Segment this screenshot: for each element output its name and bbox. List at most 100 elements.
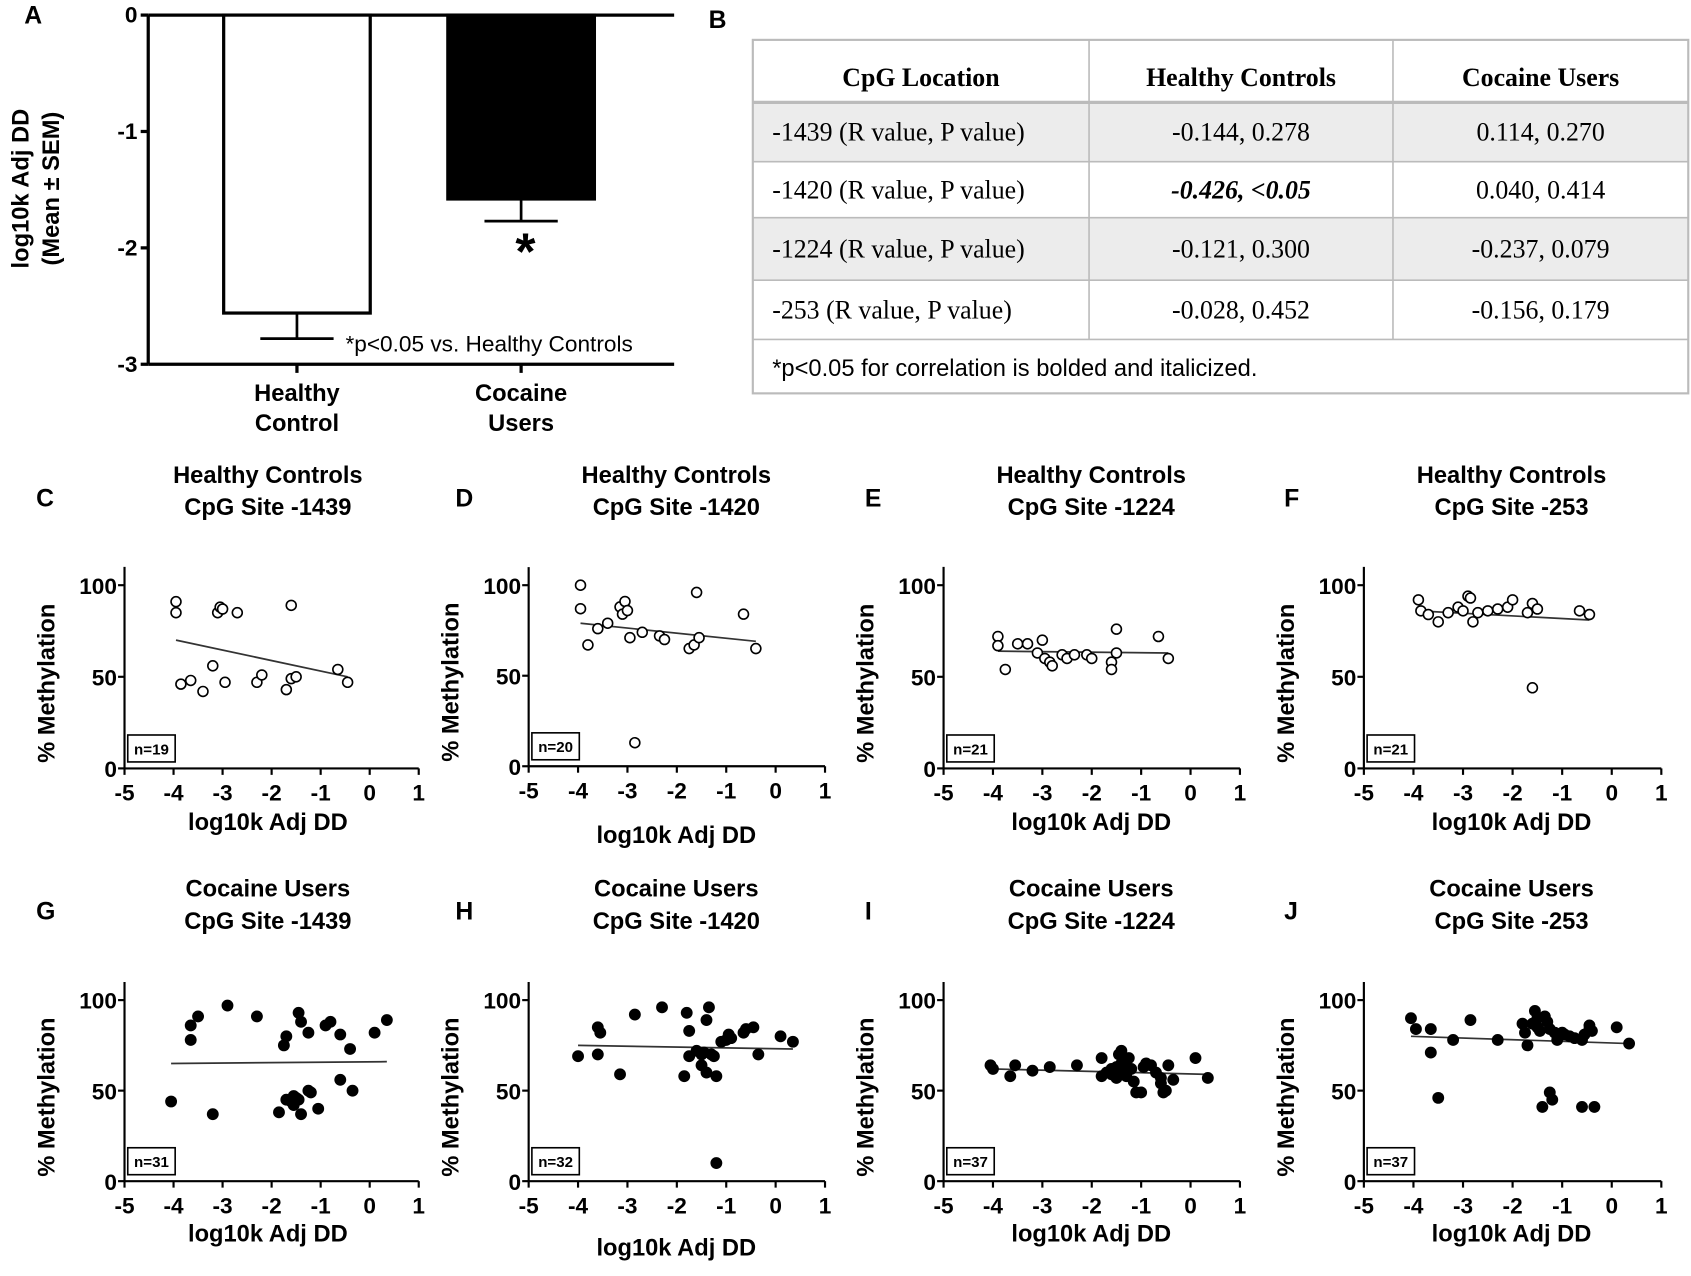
scatter-title-line2: CpG Site -253 <box>1435 495 1589 521</box>
data-point <box>703 1001 715 1014</box>
table-cpg-location: -1439 (R value, P value) <box>772 118 1025 147</box>
x-tick-label: -5 <box>519 1193 539 1218</box>
x-tick-label: -4 <box>163 1193 184 1218</box>
data-point <box>1526 682 1539 694</box>
panel-d-scatter: D Healthy Controls CpG Site -1420 -5 -4 -3 -2 -… <box>439 463 832 849</box>
scatter-xlabel: log10k Adj DD <box>596 1236 756 1262</box>
x-tick-label: -3 <box>213 1193 233 1218</box>
x-tick-label: 0 <box>769 779 782 804</box>
data-point <box>1588 1101 1601 1113</box>
y-tick-label: 50 <box>911 665 936 690</box>
data-point <box>1533 1024 1546 1037</box>
x-tick-label: 0 <box>1605 1193 1618 1218</box>
data-point <box>1110 647 1123 659</box>
table-cell: -0.121, 0.300 <box>1172 235 1310 264</box>
data-point <box>290 671 302 683</box>
data-point <box>592 622 604 635</box>
x-tick-label: -5 <box>934 1193 954 1218</box>
n-label: n=31 <box>134 1154 169 1171</box>
data-point <box>572 1050 584 1063</box>
table-cpg-location: -1420 (R value, P value) <box>772 175 1025 204</box>
x-tick-label: -4 <box>568 779 589 804</box>
data-point <box>591 1048 604 1061</box>
table-cell: 0.040, 0.414 <box>1476 175 1605 204</box>
y-tick-label: 100 <box>1319 574 1357 599</box>
data-point <box>1521 1039 1534 1052</box>
data-point <box>1115 1044 1128 1057</box>
data-point <box>710 1157 723 1169</box>
data-point <box>346 1084 359 1097</box>
data-point <box>1472 606 1484 619</box>
table-cell: -0.237, 0.079 <box>1472 235 1610 264</box>
x-tick-label: -2 <box>1503 781 1523 806</box>
data-point <box>1457 605 1469 617</box>
data-point <box>1491 603 1504 615</box>
x-tick-label: -4 <box>1403 1193 1424 1218</box>
data-point <box>1424 1046 1437 1059</box>
data-point <box>750 642 762 655</box>
n-label-box <box>126 1146 176 1176</box>
data-point <box>219 676 231 689</box>
table-header: Cocaine Users <box>1462 63 1619 92</box>
panel-letter-f: F <box>1284 486 1299 513</box>
x-tick-label: -4 <box>1403 781 1424 806</box>
x-tick-label: 0 <box>1184 781 1197 806</box>
data-point <box>1536 1101 1549 1113</box>
bar-category-label: Cocaine <box>475 381 567 407</box>
x-tick-label: -2 <box>667 779 687 804</box>
x-tick-label: 1 <box>1655 1193 1668 1218</box>
x-tick-label: 1 <box>412 781 425 806</box>
data-point <box>1576 1101 1588 1113</box>
panel-c-scatter: C Healthy Controls CpG Site -1439 -5 -4 -3 -2 -… <box>34 463 425 836</box>
x-tick-label: -2 <box>1082 1193 1102 1218</box>
x-tick-label: -3 <box>1453 781 1473 806</box>
panel-i-scatter: I Cocaine Users CpG Site -1224 -5 -4 -3 -2 -1 0 1… <box>854 877 1247 1248</box>
data-point <box>574 579 587 591</box>
data-point <box>1405 1012 1417 1025</box>
panel-letter-a: A <box>24 3 42 30</box>
x-tick-label: -3 <box>1032 781 1052 806</box>
panel-letter-g: G <box>36 898 55 925</box>
table-footnote: *p<0.05 for correlation is bolded and it… <box>772 356 1257 382</box>
data-point <box>1152 630 1165 643</box>
x-tick-label: -1 <box>1552 1193 1572 1218</box>
x-tick-label: -3 <box>617 779 637 804</box>
data-point <box>1011 638 1024 650</box>
data-point <box>304 1086 317 1099</box>
data-point <box>1424 1023 1437 1036</box>
y-tick-label: 100 <box>898 989 936 1014</box>
y-tick-label: 50 <box>1331 1079 1356 1104</box>
y-tick-label: 0 <box>923 1170 936 1195</box>
x-tick-label: -5 <box>519 779 539 804</box>
bar-y-tick-label: -3 <box>117 352 137 377</box>
data-point <box>999 663 1012 676</box>
significance-asterisk: * <box>515 222 536 280</box>
data-point <box>285 599 298 612</box>
x-tick-label: -2 <box>262 1193 282 1218</box>
data-point <box>1159 1084 1172 1097</box>
panel-f-scatter: F Healthy Controls CpG Site -253 -5 -4 -3 -2 -1… <box>1274 463 1668 836</box>
data-point <box>207 660 219 672</box>
data-point <box>1189 1052 1202 1064</box>
y-tick-label: 100 <box>79 574 117 599</box>
data-point <box>594 1026 607 1039</box>
n-label-box <box>945 734 996 763</box>
data-point <box>292 1093 305 1106</box>
data-point <box>175 678 187 690</box>
data-point <box>1125 1062 1138 1075</box>
data-point <box>256 669 268 681</box>
scatter-ylabel: % Methylation <box>854 1017 880 1176</box>
data-point <box>628 1008 641 1021</box>
data-point <box>1585 1024 1598 1037</box>
panel-letter-d: D <box>455 486 473 513</box>
data-point <box>197 685 209 698</box>
data-point <box>292 1006 305 1019</box>
scatter-xlabel: log10k Adj DD <box>596 823 756 849</box>
data-point <box>216 603 229 615</box>
y-tick-label: 0 <box>923 757 936 782</box>
data-point <box>280 683 293 696</box>
data-point <box>1519 1026 1531 1039</box>
data-point <box>295 1015 307 1028</box>
table-cell: -0.144, 0.278 <box>1172 118 1310 147</box>
